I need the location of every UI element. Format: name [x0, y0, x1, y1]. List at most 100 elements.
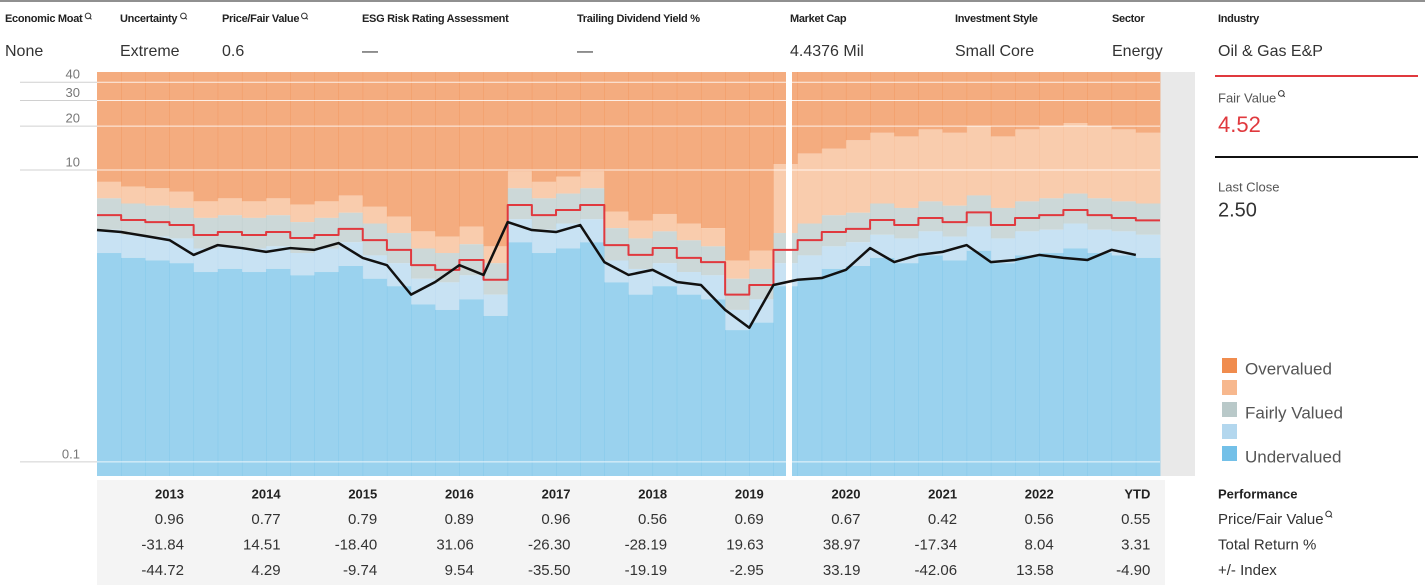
- valuation-band: [1015, 255, 1040, 476]
- legend-label: Undervalued: [1245, 447, 1341, 466]
- valuation-band: [1015, 201, 1040, 232]
- cell-value: 8.04: [1024, 536, 1053, 553]
- valuation-band: [990, 72, 1016, 137]
- cell-value: -19.19: [625, 562, 668, 579]
- fair-value-line: [97, 204, 1160, 296]
- valuation-band: [507, 188, 533, 220]
- cell-value: 14.51: [243, 536, 281, 553]
- header-value: Small Core: [955, 43, 1034, 60]
- valuation-band: [1087, 198, 1113, 230]
- valuation-band: [1135, 203, 1161, 235]
- valuation-band: [435, 236, 460, 254]
- valuation-band: [241, 201, 267, 218]
- row-label: Total Return %: [1218, 536, 1316, 553]
- valuation-band: [894, 263, 919, 476]
- valuation-band: [411, 248, 436, 279]
- valuation-band: [386, 72, 412, 217]
- valuation-band: [193, 201, 219, 218]
- valuation-band: [411, 304, 436, 476]
- quant-icon: [180, 12, 188, 20]
- performance-title: Performance: [1218, 486, 1297, 501]
- cell-value: 0.77: [251, 511, 280, 528]
- valuation-band: [870, 72, 895, 133]
- valuation-band: [97, 72, 122, 182]
- valuation-band: [628, 72, 654, 221]
- quant-icon-tail: [1282, 94, 1286, 98]
- valuation-band: [942, 260, 968, 476]
- valuation-band: [1087, 126, 1113, 199]
- y-tick-label: 20: [66, 111, 80, 126]
- column-header: 2018: [638, 486, 667, 501]
- valuation-band: [169, 191, 195, 208]
- valuation-band: [507, 72, 533, 172]
- valuation-band: [290, 204, 315, 223]
- valuation-band: [845, 242, 871, 267]
- valuation-band: [676, 223, 702, 241]
- cell-value: -18.40: [335, 536, 378, 553]
- legend-swatch: [1222, 446, 1237, 461]
- valuation-band: [700, 228, 726, 247]
- chart-margin: [1160, 72, 1195, 476]
- valuation-band: [676, 240, 702, 273]
- valuation-band: [217, 215, 243, 247]
- valuation-band: [1039, 72, 1064, 127]
- header-value: Extreme: [120, 43, 180, 60]
- valuation-band: [314, 201, 339, 218]
- column-header: 2015: [348, 486, 377, 501]
- valuation-band: [193, 217, 219, 249]
- valuation-band: [604, 282, 629, 476]
- row-label: +/- Index: [1218, 562, 1277, 579]
- valuation-band: [845, 140, 871, 213]
- valuation-band: [749, 250, 774, 269]
- valuation-band: [435, 282, 460, 310]
- valuation-band: [1063, 193, 1088, 224]
- valuation-band: [1087, 72, 1113, 127]
- column-header: 2020: [832, 486, 861, 501]
- valuation-band: [1111, 201, 1137, 232]
- valuation-band: [241, 72, 267, 202]
- quant-icon: [84, 12, 92, 20]
- legend-swatch: [1222, 424, 1237, 439]
- valuation-band: [1087, 253, 1113, 476]
- valuation-band: [314, 248, 339, 273]
- valuation-band: [362, 206, 388, 224]
- valuation-band: [894, 207, 919, 239]
- header-label: Market Cap: [790, 13, 847, 25]
- header-value: None: [5, 43, 43, 60]
- valuation-band: [797, 153, 823, 224]
- valuation-band: [314, 272, 339, 476]
- valuation-band: [821, 246, 847, 269]
- column-header: YTD: [1124, 486, 1150, 501]
- valuation-band: [821, 148, 847, 216]
- valuation-band: [217, 72, 243, 199]
- valuation-band: [580, 72, 605, 172]
- quant-icon: [301, 12, 309, 20]
- valuation-band: [725, 72, 750, 261]
- valuation-band: [121, 234, 146, 258]
- valuation-band: [652, 213, 678, 232]
- cell-value: 0.56: [1024, 511, 1053, 528]
- legend-label: Fairly Valued: [1245, 403, 1343, 422]
- cell-value: 0.89: [445, 511, 474, 528]
- column-header: 2013: [155, 486, 184, 501]
- valuation-band: [797, 278, 823, 476]
- valuation-band: [459, 275, 484, 300]
- header-value: 4.4376 Mil: [790, 43, 864, 60]
- valuation-band: [1015, 231, 1040, 256]
- y-tick-label: 10: [66, 154, 80, 169]
- quant-icon-tail: [184, 17, 188, 20]
- chart-plot: [97, 72, 1161, 476]
- valuation-band: [1063, 223, 1088, 249]
- quant-icon-tail: [1329, 515, 1333, 518]
- valuation-band: [1039, 229, 1064, 254]
- column-header: 2017: [542, 486, 571, 501]
- valuation-band: [845, 266, 871, 476]
- quant-icon: [1277, 90, 1286, 98]
- valuation-band: [773, 286, 799, 476]
- cell-value: -28.19: [625, 536, 668, 553]
- cell-value: -4.90: [1116, 562, 1150, 579]
- column-header: 2016: [445, 486, 474, 501]
- quant-icon: [1325, 510, 1333, 518]
- valuation-band: [145, 260, 170, 476]
- valuation-band: [652, 286, 678, 476]
